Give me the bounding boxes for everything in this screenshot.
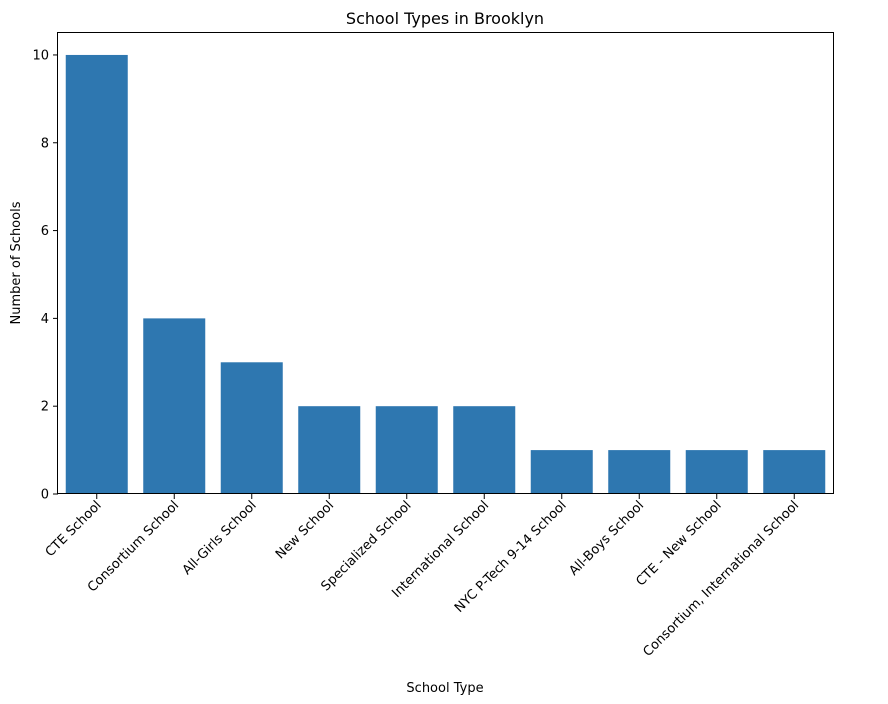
y-axis-label: Number of Schools [9,201,24,324]
y-tick-label: 0 [41,488,49,503]
bar [608,450,671,494]
x-tick-label: CTE School [43,498,105,560]
bar [763,450,826,494]
x-tick-label: All-Girls School [180,498,260,578]
x-tick-label: New School [273,498,337,562]
x-tick-label: CTE - New School [633,498,724,589]
x-axis-label: School Type [406,681,483,696]
bar [530,450,593,494]
y-tick-label: 8 [41,136,49,151]
y-tick-label: 10 [32,48,49,63]
plot-area-frame [57,32,834,494]
y-axis-ticks: 0 2 4 6 8 10 [32,48,58,503]
bar [143,318,206,494]
bar [298,406,361,494]
bar [220,362,283,494]
bar [375,406,438,494]
bar [685,450,748,494]
y-tick-label: 2 [41,400,49,415]
bar [65,54,128,494]
chart-title: School Types in Brooklyn [346,9,544,28]
y-tick-label: 4 [41,312,49,327]
bars-group [65,54,826,494]
y-tick-label: 6 [41,224,49,239]
x-tick-label: All-Boys School [566,498,647,579]
bar [453,406,516,494]
x-tick-label: Consortium, International School [641,498,803,660]
